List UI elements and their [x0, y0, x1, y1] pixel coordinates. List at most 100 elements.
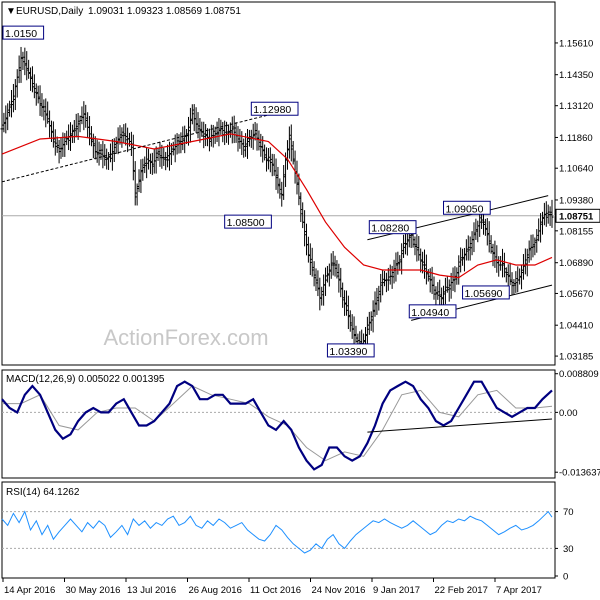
price-label-text: 1.09050 [446, 203, 484, 215]
ohlc-bar [392, 259, 396, 284]
ohlc-bar [270, 153, 274, 177]
date-axis-label: 24 Nov 2016 [312, 585, 366, 596]
ohlc-bar [253, 121, 257, 141]
ohlc-bar [141, 158, 145, 181]
ohlc-bar [383, 271, 387, 287]
chart-symbol: EURUSD,Daily [16, 6, 83, 17]
ohlc-bar [36, 85, 40, 104]
ohlc-bar [453, 266, 457, 293]
ohlc-bar [88, 116, 92, 146]
rsi-panel-frame [1, 481, 556, 579]
ohlc-bar [487, 221, 491, 253]
ohlc-bar [217, 118, 221, 147]
ohlc-bar [478, 212, 482, 237]
ohlc-bar [527, 240, 531, 263]
ohlc-bar [215, 121, 219, 143]
ohlc-bar [331, 250, 335, 276]
price-label-text: 1.12980 [253, 104, 291, 116]
ohlc-bar [143, 156, 147, 174]
ohlc-bar [462, 247, 466, 272]
ohlc-bar [221, 121, 225, 143]
price-label-text: 1.05690 [465, 288, 503, 300]
ohlc-bar [51, 121, 55, 148]
ohlc-bar [268, 147, 272, 173]
price-axis-label: 1.15610 [559, 38, 593, 49]
axis-layer: 1.15610 1.14350 1.13120 1.11860 1.10640 1.093… [2, 38, 600, 596]
ohlc-bar [457, 255, 461, 285]
price-label-box [443, 200, 491, 215]
ohlc-bar [91, 133, 95, 159]
macd-layer [1, 380, 555, 471]
ohlc-bar [466, 235, 470, 261]
macd-panel-frame [1, 369, 556, 479]
ohlc-bar [402, 234, 406, 258]
price-label: 1.08280 [368, 220, 417, 235]
ohlc-bar [369, 311, 373, 331]
ohlc-bar [72, 120, 76, 143]
ohlc-bar [379, 273, 383, 303]
ohlc-bar [162, 147, 166, 166]
ohlc-bar [278, 178, 282, 199]
ohlc-bar [8, 100, 12, 117]
ohlc-bar [299, 192, 303, 223]
price-label-box [250, 101, 299, 116]
ohlc-bar [468, 236, 472, 261]
ohlc-bar [27, 59, 31, 79]
watermark: ActionForex.com [103, 325, 268, 350]
price-axis-label: 1.09380 [559, 195, 593, 206]
ohlc-bar [386, 267, 390, 291]
ohlc-bar [46, 101, 50, 124]
ohlc-bar [84, 104, 88, 128]
ohlc-bar [32, 74, 36, 99]
date-axis-label: 13 Jul 2016 [127, 585, 176, 596]
ohlc-bar [483, 218, 487, 236]
ohlc-bar [53, 129, 57, 156]
chart-ohlc: 1.09031 1.09323 1.08569 1.08751 [88, 6, 241, 17]
ohlc-bar [38, 85, 42, 116]
rsi-axis-label: 30 [563, 544, 574, 555]
ohlc-bar [520, 264, 524, 290]
ohlc-bar [29, 67, 33, 91]
ohlc-bar [280, 181, 284, 207]
ohlc-bar [335, 260, 339, 279]
rsi-line [1, 510, 553, 554]
ohlc-bar [303, 210, 307, 247]
ohlc-bar [169, 143, 173, 165]
ohlc-bar [19, 46, 23, 83]
price-label-box [462, 285, 510, 300]
ohlc-bar [188, 107, 192, 143]
ohlc-bar [398, 255, 402, 271]
ohlc-bar [124, 123, 128, 146]
ohlc-bar [499, 255, 503, 271]
price-axis-label: 1.08155 [559, 226, 593, 237]
ohlc-bar [539, 213, 543, 243]
ohlc-bar [242, 138, 246, 158]
ohlc-bar [363, 326, 367, 347]
ohlc-bar [324, 267, 328, 296]
ohlc-bar [287, 126, 291, 159]
date-axis-label: 14 Apr 2016 [4, 585, 55, 596]
ohlc-bar [491, 243, 495, 267]
ohlc-bar [436, 282, 440, 300]
ohlc-bar [308, 243, 312, 276]
ohlc-bar [314, 268, 318, 292]
price-axis-label: 1.05670 [559, 289, 593, 300]
ohlc-bar [198, 118, 202, 143]
ohlc-bar [135, 183, 139, 206]
ohlc-bar [266, 148, 270, 170]
ohlc-bar [396, 251, 400, 275]
ohlc-bar [150, 152, 154, 175]
ohlc-bar [190, 104, 194, 125]
ohlc-bar [289, 124, 293, 162]
ohlc-bar [310, 247, 314, 277]
ohlc-bar [76, 113, 80, 140]
ohlc-bar [373, 291, 377, 317]
current-price-badge [555, 208, 600, 223]
ohlc-bar [546, 204, 550, 224]
price-panel-frame [1, 1, 556, 366]
rsi-title: RSI(14) 64.1262 [6, 487, 80, 498]
ohlc-bar [74, 113, 78, 138]
price-label: 1.04940 [408, 304, 457, 319]
